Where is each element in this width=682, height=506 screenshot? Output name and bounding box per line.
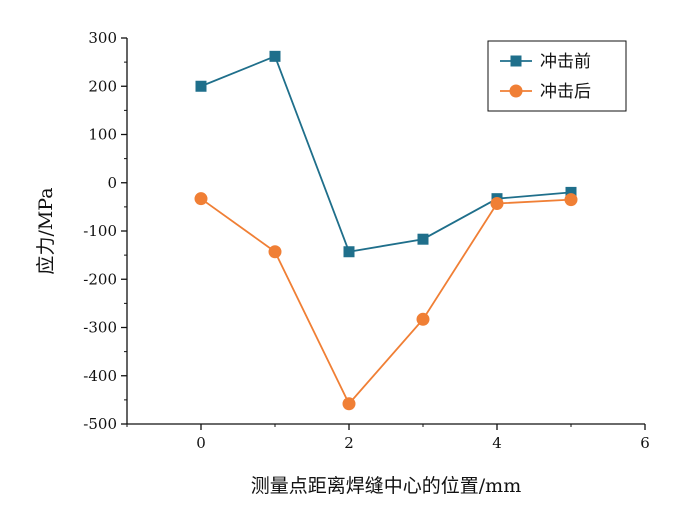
y-tick-label: -400 — [83, 367, 117, 385]
legend-box — [487, 40, 627, 112]
axes: -500 -400 -300 -200 -100 0 100 200 300 0 2 4 6 — [83, 29, 649, 452]
y-tick-label: 300 — [88, 29, 117, 47]
series-line — [200, 55, 572, 253]
x-axis-title: 测量点距离焊缝中心的位置/mm — [251, 475, 521, 497]
legend-label: 冲击前 — [540, 52, 591, 72]
data-point-circle — [416, 312, 430, 326]
data-point-square — [565, 186, 577, 198]
x-tick-label: 4 — [492, 434, 502, 452]
data-point-square — [417, 233, 429, 245]
x-tick-label: 0 — [196, 434, 206, 452]
data-point-circle — [342, 397, 356, 411]
x-tick-label: 2 — [344, 434, 354, 452]
legend-item: 冲击后 — [500, 82, 591, 102]
y-tick-label: 200 — [88, 77, 117, 95]
y-tick-label: 100 — [88, 126, 117, 144]
y-tick-label: 0 — [107, 174, 117, 192]
series-line — [200, 197, 572, 406]
y-tick-label: -300 — [83, 319, 117, 337]
data-point-circle — [564, 193, 578, 207]
data-point-square — [195, 80, 207, 92]
y-tick-label: -500 — [83, 415, 117, 433]
y-tick-label: -200 — [83, 270, 117, 288]
series-2 — [194, 192, 578, 411]
data-point-circle — [194, 192, 208, 206]
legend-label: 冲击后 — [540, 82, 591, 102]
data-point-square — [269, 50, 281, 62]
legend-item: 冲击前 — [500, 52, 591, 72]
x-tick-label: 6 — [640, 434, 650, 452]
data-point-circle — [268, 245, 282, 259]
data-point-circle — [490, 196, 504, 210]
legend-marker-square — [510, 55, 522, 67]
series-layer — [194, 50, 578, 411]
y-axis-title: 应力/MPa — [35, 187, 57, 274]
y-tick-label: -100 — [83, 222, 117, 240]
data-point-square — [343, 246, 355, 258]
legend-marker-circle — [509, 84, 523, 98]
